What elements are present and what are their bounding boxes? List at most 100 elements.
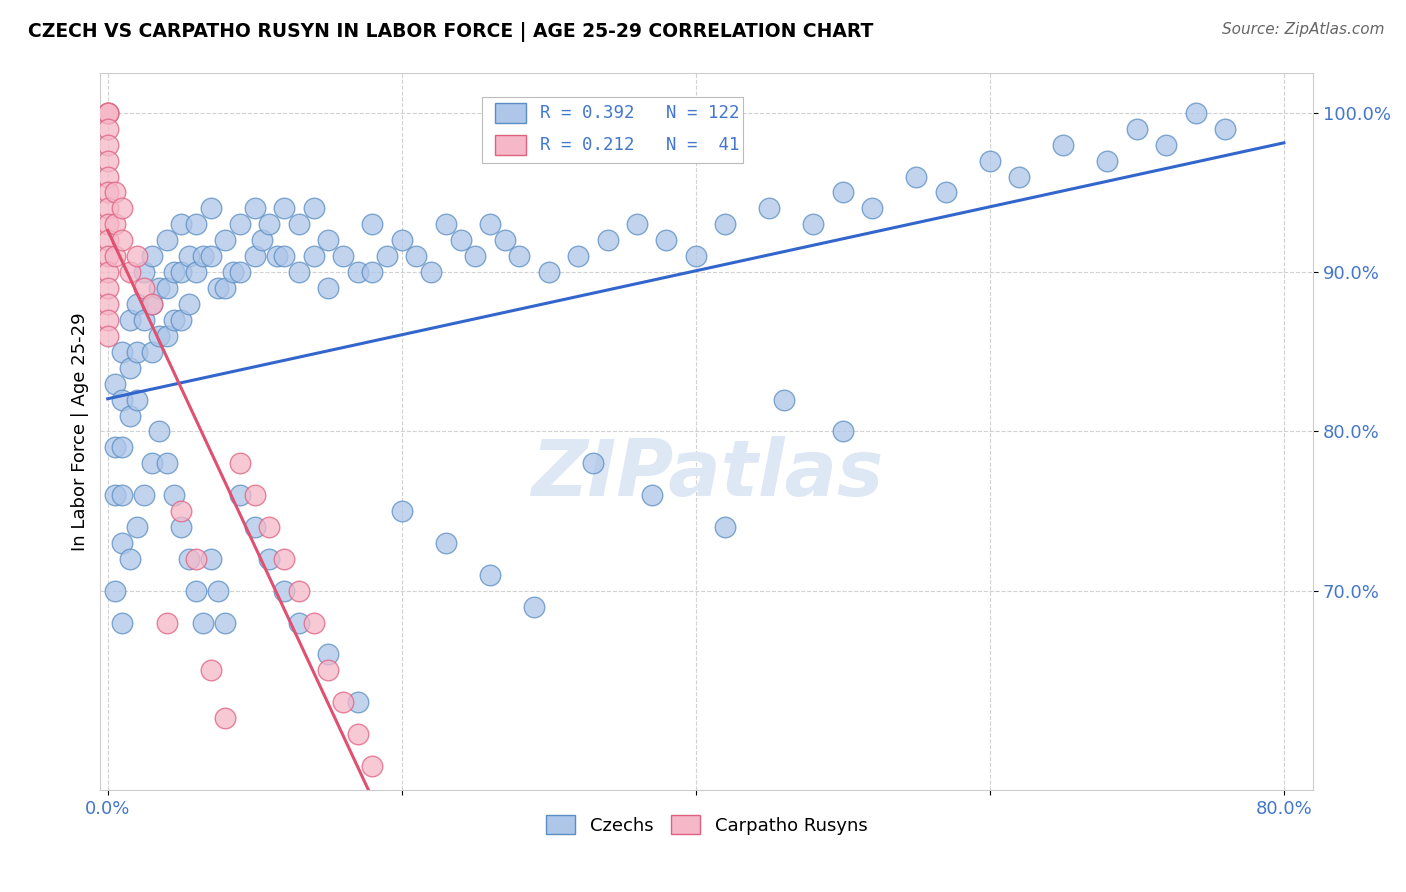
Point [207, 583, 229, 598]
Point [127, 297, 149, 311]
Point [104, 441, 127, 455]
Point [170, 504, 193, 518]
Point [200, 664, 222, 678]
Point [104, 186, 127, 200]
Point [494, 233, 516, 247]
Point [155, 456, 177, 470]
Point [523, 599, 546, 614]
Point [346, 265, 368, 279]
FancyBboxPatch shape [495, 103, 526, 123]
Point [302, 615, 325, 630]
Point [346, 727, 368, 741]
Point [184, 217, 207, 231]
Point [155, 233, 177, 247]
Point [200, 552, 222, 566]
Point [273, 249, 295, 263]
Point [316, 233, 339, 247]
Point [391, 233, 413, 247]
Point [266, 249, 288, 263]
Point [111, 202, 134, 216]
Point [97, 233, 120, 247]
Point [184, 552, 207, 566]
Point [170, 265, 193, 279]
Point [1052, 137, 1074, 152]
Point [243, 202, 266, 216]
Point [207, 281, 229, 295]
Point [97, 121, 120, 136]
Point [111, 392, 134, 407]
Point [214, 233, 236, 247]
Point [118, 552, 141, 566]
FancyBboxPatch shape [495, 135, 526, 154]
Point [803, 217, 825, 231]
Point [111, 536, 134, 550]
Point [111, 488, 134, 502]
Point [1097, 153, 1119, 168]
Point [148, 425, 170, 439]
Point [229, 217, 252, 231]
Point [111, 233, 134, 247]
FancyBboxPatch shape [482, 96, 744, 162]
Point [118, 360, 141, 375]
Text: Source: ZipAtlas.com: Source: ZipAtlas.com [1222, 22, 1385, 37]
Point [170, 313, 193, 327]
Point [141, 297, 163, 311]
Point [97, 169, 120, 184]
Point [346, 695, 368, 709]
Point [302, 202, 325, 216]
Point [626, 217, 648, 231]
Point [361, 759, 384, 773]
Point [141, 344, 163, 359]
Point [163, 265, 186, 279]
Point [229, 265, 252, 279]
Point [1184, 105, 1206, 120]
Y-axis label: In Labor Force | Age 25-29: In Labor Force | Age 25-29 [72, 312, 89, 550]
Point [184, 265, 207, 279]
Point [134, 281, 156, 295]
Point [111, 615, 134, 630]
Point [214, 711, 236, 725]
Point [243, 488, 266, 502]
Point [97, 217, 120, 231]
Point [127, 249, 149, 263]
Point [148, 329, 170, 343]
Point [193, 249, 215, 263]
Point [596, 233, 619, 247]
Point [714, 520, 737, 534]
Point [243, 520, 266, 534]
Point [316, 281, 339, 295]
Point [361, 217, 384, 231]
Point [655, 233, 678, 247]
Point [155, 615, 177, 630]
Point [97, 329, 120, 343]
Point [979, 153, 1001, 168]
Point [508, 249, 530, 263]
Point [250, 233, 273, 247]
Point [118, 313, 141, 327]
Point [155, 329, 177, 343]
Point [141, 297, 163, 311]
Point [104, 217, 127, 231]
Point [714, 217, 737, 231]
Point [273, 202, 295, 216]
Point [111, 344, 134, 359]
Text: R = 0.212   N =  41: R = 0.212 N = 41 [540, 136, 740, 153]
Point [141, 456, 163, 470]
Point [685, 249, 707, 263]
Point [273, 583, 295, 598]
Point [134, 488, 156, 502]
Point [582, 456, 605, 470]
Point [831, 186, 853, 200]
Point [97, 202, 120, 216]
Point [405, 249, 427, 263]
Point [758, 202, 780, 216]
Point [127, 344, 149, 359]
Point [200, 249, 222, 263]
Text: ZIPatlas: ZIPatlas [530, 436, 883, 513]
Point [537, 265, 560, 279]
Point [97, 105, 120, 120]
Point [97, 297, 120, 311]
Point [214, 615, 236, 630]
Point [177, 249, 200, 263]
Point [259, 217, 281, 231]
